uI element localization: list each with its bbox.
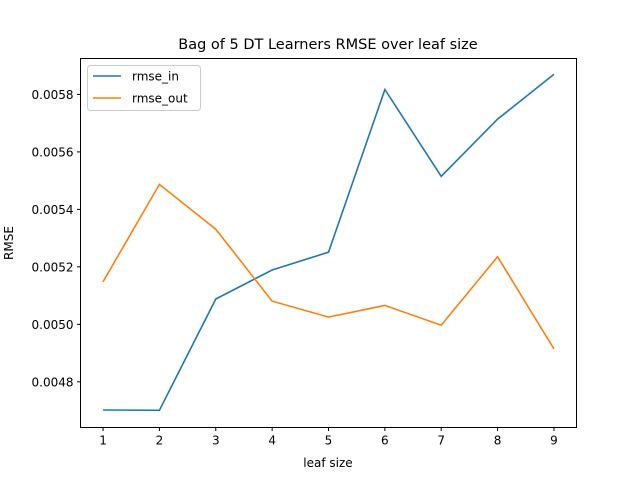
y-tick-label: 0.0056 [32,145,74,159]
x-tick-label: 4 [268,434,276,448]
x-tick-label: 2 [156,434,164,448]
x-tick-label: 3 [212,434,220,448]
x-tick-label: 9 [550,434,558,448]
legend-label-rmse_in: rmse_in [132,70,179,84]
y-tick-label: 0.0048 [32,375,74,389]
x-tick-label: 5 [325,434,333,448]
chart-title: Bag of 5 DT Learners RMSE over leaf size [178,37,478,53]
x-tick-label: 1 [99,434,107,448]
y-tick-label: 0.0054 [32,203,74,217]
y-tick-label: 0.0058 [32,88,74,102]
legend-label-rmse_out: rmse_out [132,92,188,106]
y-axis-label: RMSE [2,226,16,260]
legend: rmse_in rmse_out [88,66,201,111]
x-axis-label: leaf size [303,456,352,470]
x-tick-label: 6 [381,434,389,448]
y-tick-label: 0.0050 [32,318,74,332]
y-tick-label: 0.0052 [32,260,74,274]
x-tick-label: 7 [437,434,445,448]
x-tick-label: 8 [494,434,502,448]
